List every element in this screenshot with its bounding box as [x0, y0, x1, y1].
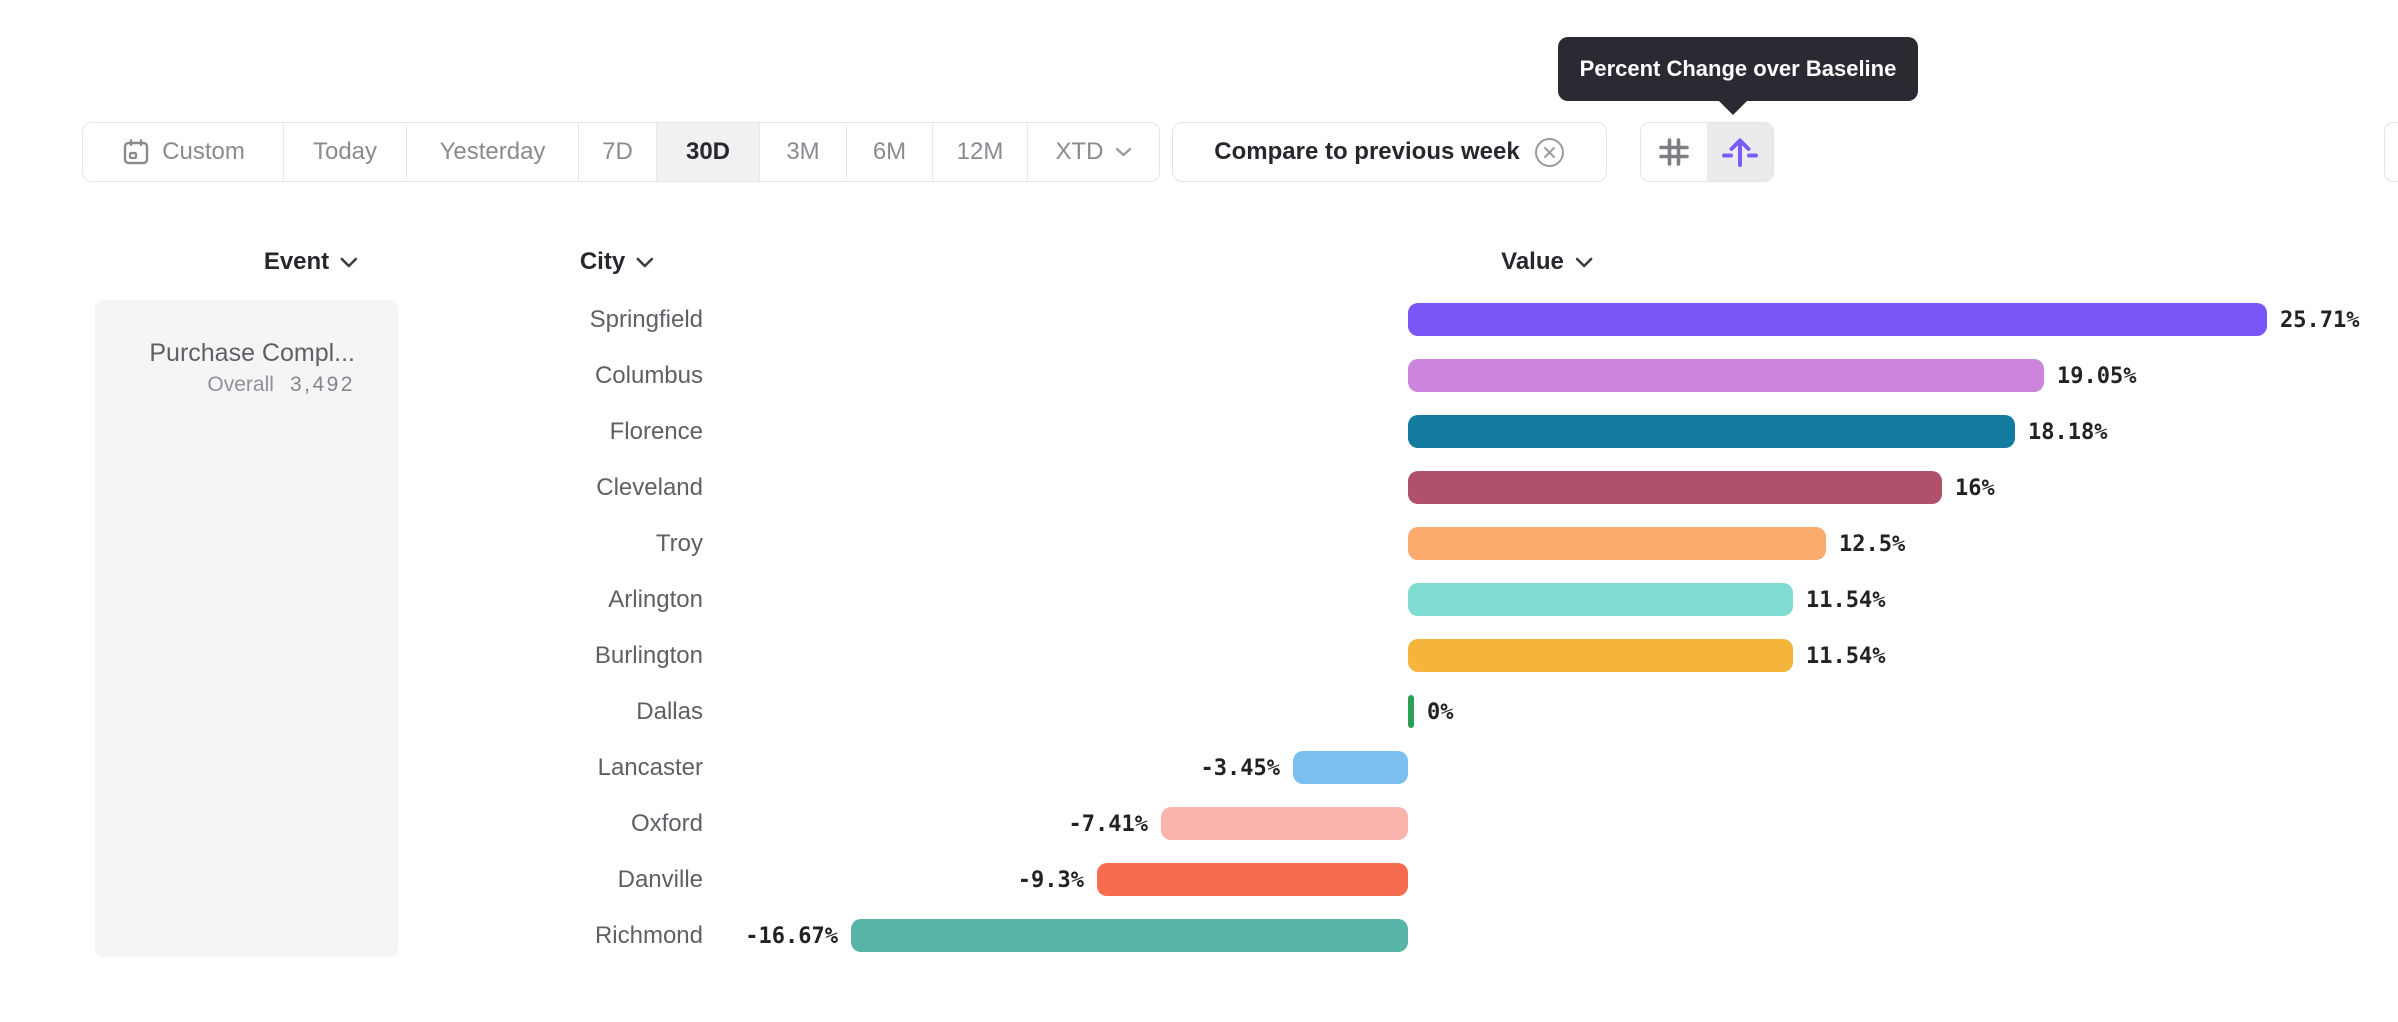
percent-change-baseline-icon: [1721, 134, 1759, 170]
date-range-yesterday[interactable]: Yesterday: [407, 123, 579, 181]
chevron-down-icon: [1575, 257, 1593, 268]
value-label-columbus: 19.05%: [2057, 364, 2137, 389]
date-range-today[interactable]: Today: [284, 123, 407, 181]
event-name: Purchase Compl...: [149, 339, 355, 367]
column-header-value-label: Value: [1501, 248, 1564, 275]
value-label-arlington: 11.54%: [1806, 588, 1886, 613]
value-label-lancaster: -3.45%: [1200, 756, 1280, 781]
chevron-down-icon: [636, 257, 654, 268]
date-range-xtd[interactable]: XTD: [1028, 123, 1159, 181]
value-label-danville: -9.3%: [1017, 868, 1084, 893]
city-label-dallas: Dallas: [636, 698, 703, 725]
event-card[interactable]: Purchase Compl... Overall 3,492: [95, 300, 398, 957]
date-range-label: 7D: [602, 138, 633, 165]
column-header-event-label: Event: [263, 248, 330, 275]
values-view-button[interactable]: [1641, 123, 1707, 181]
value-label-springfield: 25.71%: [2280, 308, 2360, 333]
date-range-6m[interactable]: 6M: [847, 123, 933, 181]
column-header-city-label: City: [579, 248, 626, 275]
value-label-florence: 18.18%: [2028, 420, 2108, 445]
column-header-city[interactable]: City: [580, 245, 654, 279]
value-label-dallas: 0%: [1427, 700, 1454, 725]
city-label-springfield: Springfield: [589, 306, 703, 333]
city-label-danville: Danville: [617, 866, 703, 893]
value-label-burlington: 11.54%: [1806, 644, 1886, 669]
city-label-burlington: Burlington: [594, 642, 703, 669]
bar-columbus[interactable]: [1408, 359, 2044, 392]
hash-icon: [1656, 134, 1692, 170]
date-range-custom[interactable]: Custom: [83, 123, 284, 181]
date-range-label: 30D: [685, 138, 731, 165]
date-range-label: 6M: [872, 138, 907, 165]
bar-oxford[interactable]: [1161, 807, 1408, 840]
city-label-cleveland: Cleveland: [596, 474, 703, 501]
date-range-label: XTD: [1055, 138, 1104, 165]
view-toggle-group: [1640, 122, 1774, 182]
date-range-12m[interactable]: 12M: [933, 123, 1028, 181]
date-range-30d[interactable]: 30D: [657, 123, 760, 181]
column-header-value[interactable]: Value: [1501, 245, 1593, 279]
value-label-oxford: -7.41%: [1068, 812, 1148, 837]
value-label-troy: 12.5%: [1839, 532, 1906, 557]
date-range-7d[interactable]: 7D: [579, 123, 657, 181]
city-label-richmond: Richmond: [594, 922, 703, 949]
city-label-columbus: Columbus: [594, 362, 703, 389]
date-range-3m[interactable]: 3M: [760, 123, 847, 181]
bar-troy[interactable]: [1408, 527, 1826, 560]
bar-lancaster[interactable]: [1293, 751, 1408, 784]
bar-cleveland[interactable]: [1408, 471, 1942, 504]
date-range-label: 12M: [956, 138, 1004, 165]
date-range-label: Today: [312, 138, 378, 165]
bar-burlington[interactable]: [1408, 639, 1793, 672]
date-range-label: Custom: [162, 138, 245, 165]
overall-value: 3,492: [289, 373, 355, 396]
bar-dallas[interactable]: [1408, 695, 1414, 728]
bar-springfield[interactable]: [1408, 303, 2267, 336]
city-label-troy: Troy: [655, 530, 703, 557]
percent-change-view-button[interactable]: [1707, 123, 1773, 181]
tooltip-percent-change: Percent Change over Baseline: [1558, 37, 1918, 101]
event-overall: Overall 3,492: [95, 373, 355, 397]
bar-danville[interactable]: [1097, 863, 1408, 896]
chevron-down-icon: [340, 257, 358, 268]
bar-richmond[interactable]: [851, 919, 1408, 952]
overflow-right-button[interactable]: [2384, 122, 2398, 182]
date-range-label: Yesterday: [439, 138, 546, 165]
city-label-florence: Florence: [609, 418, 703, 445]
date-range-label: 3M: [786, 138, 820, 165]
value-label-cleveland: 16%: [1955, 476, 1995, 501]
city-label-arlington: Arlington: [608, 586, 703, 613]
compare-chip-label: Compare to previous week: [1214, 138, 1520, 165]
city-label-lancaster: Lancaster: [597, 754, 703, 781]
bar-arlington[interactable]: [1408, 583, 1793, 616]
column-header-event[interactable]: Event: [264, 245, 358, 279]
bar-florence[interactable]: [1408, 415, 2015, 448]
city-label-oxford: Oxford: [630, 810, 703, 837]
chevron-down-icon: [1115, 147, 1132, 157]
tooltip-arrow: [1718, 100, 1748, 115]
compare-chip[interactable]: Compare to previous week: [1172, 122, 1607, 182]
date-range-bar: Custom Today Yesterday 7D 30D 3M 6M 12M XTD: [82, 122, 1160, 182]
value-label-richmond: -16.67%: [745, 924, 838, 949]
overall-label: Overall: [207, 373, 274, 396]
calendar-icon: [121, 137, 151, 167]
x-circle-icon[interactable]: [1534, 137, 1565, 168]
